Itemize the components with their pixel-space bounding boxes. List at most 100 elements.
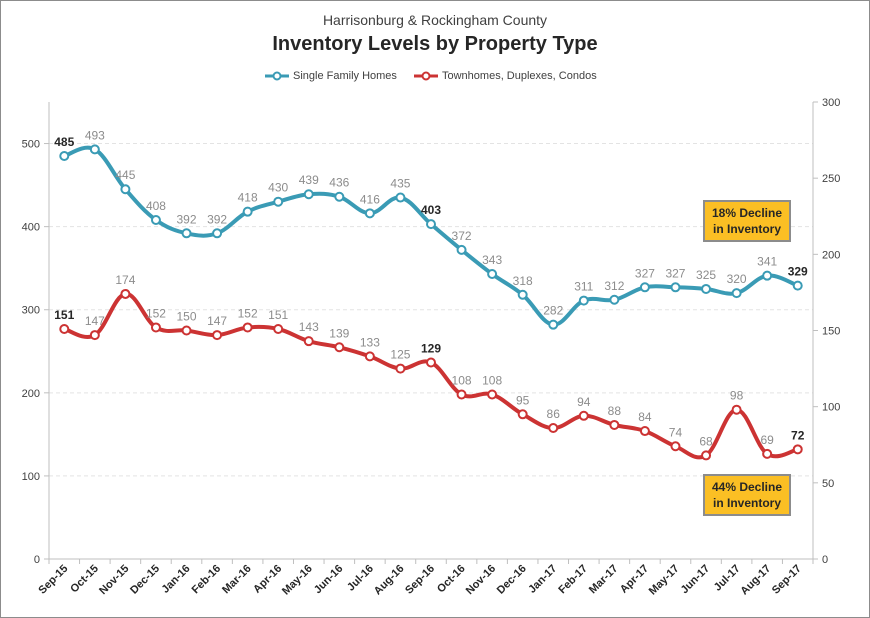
legend-label-sfh: Single Family Homes — [293, 70, 397, 82]
data-label-th: 125 — [390, 348, 410, 362]
x-tick-label: May-17 — [647, 563, 682, 598]
data-label-th: 88 — [608, 404, 622, 418]
data-label-th: 94 — [577, 395, 591, 409]
data-point-sfh — [701, 283, 712, 294]
data-point-sfh — [364, 208, 375, 219]
x-tick-label: Oct-15 — [68, 563, 101, 596]
data-label-th: 151 — [268, 308, 288, 322]
chart-title: Inventory Levels by Property Type — [272, 33, 598, 55]
data-point-sfh — [792, 280, 803, 291]
data-point-sfh — [609, 294, 620, 305]
data-point-th — [89, 330, 100, 341]
data-label-th: 151 — [54, 308, 74, 322]
data-point-th — [334, 342, 345, 353]
data-label-sfh: 416 — [360, 192, 380, 206]
data-label-th: 143 — [299, 320, 319, 334]
data-point-sfh — [334, 191, 345, 202]
data-point-sfh — [670, 282, 681, 293]
data-point-sfh — [395, 192, 406, 203]
callout-th-decline: 44% Decline in Inventory — [703, 474, 791, 516]
data-point-th — [150, 322, 161, 333]
data-label-sfh: 418 — [238, 191, 258, 205]
y-left-tick-label: 100 — [22, 471, 40, 483]
data-label-sfh: 392 — [177, 212, 197, 226]
y-right-tick-label: 300 — [822, 97, 840, 109]
y-left-tick-label: 0 — [34, 554, 40, 566]
x-tick-label: May-16 — [280, 563, 315, 598]
x-tick-label: Sep-17 — [770, 563, 804, 597]
data-point-sfh — [181, 228, 192, 239]
data-label-sfh: 327 — [635, 266, 655, 280]
data-point-th — [517, 409, 528, 420]
data-label-th: 152 — [238, 306, 258, 320]
data-point-th — [242, 322, 253, 333]
callout-sfh-line2: in Inventory — [712, 222, 781, 236]
data-point-th — [303, 336, 314, 347]
data-point-sfh — [578, 295, 589, 306]
data-point-sfh — [762, 270, 773, 281]
data-point-sfh — [59, 151, 70, 162]
data-label-th: 152 — [146, 306, 166, 320]
chart-subtitle: Harrisonburg & Rockingham County — [322, 12, 548, 28]
callout-sfh-line1: 18% Decline — [711, 206, 783, 220]
data-point-sfh — [426, 219, 436, 230]
data-label-sfh: 312 — [604, 279, 624, 293]
data-point-sfh — [150, 214, 161, 225]
x-tick-label: Jun-16 — [312, 563, 346, 597]
data-point-sfh — [487, 268, 498, 279]
x-tick-label: Nov-15 — [97, 563, 131, 597]
data-point-th — [670, 441, 681, 452]
data-label-sfh: 430 — [268, 181, 288, 195]
data-label-th: 86 — [547, 407, 561, 421]
data-label-sfh: 327 — [665, 266, 685, 280]
data-label-th: 72 — [791, 428, 805, 442]
data-label-sfh: 311 — [574, 280, 593, 294]
data-point-th — [212, 330, 223, 341]
y-left-tick-label: 500 — [22, 139, 40, 151]
x-tick-label: Jun-17 — [679, 563, 713, 597]
data-point-th — [59, 323, 70, 334]
data-point-th — [487, 389, 498, 400]
legend-label-th: Townhomes, Duplexes, Condos — [442, 70, 597, 82]
data-point-th — [395, 363, 406, 374]
data-label-th: 68 — [699, 434, 713, 448]
data-label-sfh: 408 — [146, 199, 166, 213]
data-point-sfh — [273, 196, 284, 207]
callout-sfh-decline: 18% Decline in Inventory — [703, 200, 791, 242]
data-point-th — [364, 351, 375, 362]
x-tick-label: Mar-17 — [587, 563, 621, 597]
y-left-tick-label: 400 — [22, 222, 40, 234]
y-right-tick-label: 200 — [822, 249, 840, 261]
data-point-th — [273, 323, 284, 334]
data-point-th — [609, 419, 620, 430]
y-left-tick-label: 300 — [22, 305, 40, 317]
data-label-sfh: 329 — [788, 265, 808, 279]
x-tick-label: Aug-16 — [372, 563, 407, 598]
data-label-sfh: 343 — [482, 253, 502, 267]
x-tick-label: Apr-16 — [251, 563, 284, 596]
data-point-sfh — [303, 189, 314, 200]
data-point-sfh — [456, 244, 467, 255]
data-label-th: 95 — [516, 393, 530, 407]
y-right-tick-label: 250 — [822, 173, 840, 185]
data-point-th — [762, 448, 773, 459]
data-label-sfh: 325 — [696, 268, 716, 282]
legend-item-sfh: Single Family Homes — [264, 70, 397, 82]
x-tick-label: Feb-16 — [190, 563, 224, 597]
x-tick-label: Apr-17 — [618, 563, 651, 596]
x-tick-label: Dec-15 — [128, 563, 162, 597]
data-label-th: 69 — [760, 433, 774, 447]
data-label-sfh: 439 — [299, 173, 319, 187]
data-label-th: 108 — [452, 373, 472, 387]
data-point-th — [548, 422, 559, 433]
data-label-sfh: 372 — [452, 229, 472, 243]
data-label-th: 133 — [360, 335, 380, 349]
x-tick-label: Sep-15 — [36, 563, 70, 597]
data-label-th: 174 — [115, 273, 135, 287]
legend-swatch-sfh — [265, 71, 289, 81]
data-label-th: 147 — [207, 314, 227, 328]
data-point-th — [456, 389, 467, 400]
y-right-tick-label: 150 — [822, 326, 840, 338]
data-label-th: 139 — [329, 326, 349, 340]
